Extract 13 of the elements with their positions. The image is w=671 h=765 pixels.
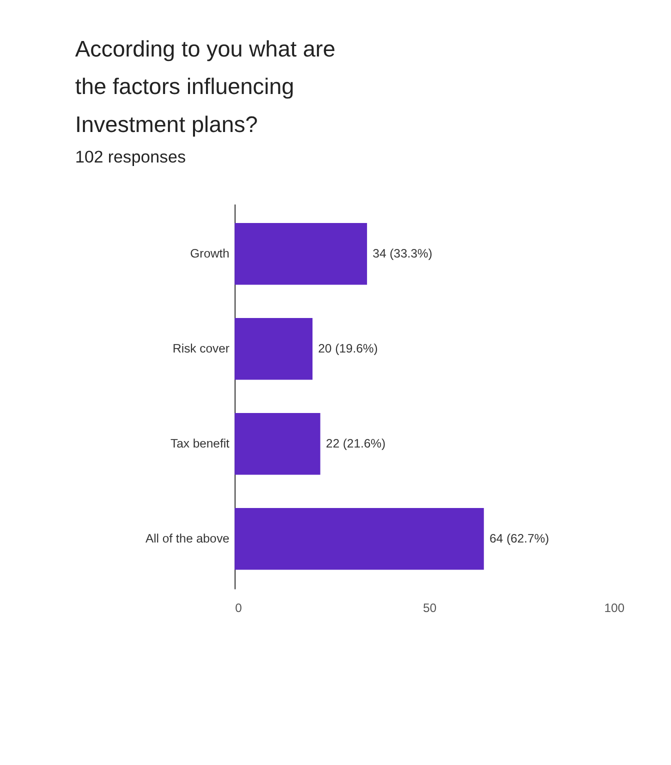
y-tick-label: All of the above	[145, 532, 230, 546]
chart-subtitle: 102 responses	[75, 148, 186, 167]
data-label: 20 (19.6%)	[318, 342, 378, 356]
x-tick-label: 50	[423, 600, 437, 615]
chart-title: According to you what are the factors influencing Investment plans?	[75, 36, 336, 137]
x-tick-label: 100	[604, 600, 625, 615]
y-tick-label: Tax benefit	[170, 436, 230, 451]
data-label: 64 (62.7%)	[490, 532, 550, 546]
x-tick-label: 0	[235, 600, 242, 615]
y-tick-label: Growth	[190, 246, 230, 261]
data-label: 34 (33.3%)	[372, 246, 432, 261]
data-label: 22 (21.6%)	[326, 436, 386, 451]
y-tick-label: Risk cover	[172, 342, 230, 356]
